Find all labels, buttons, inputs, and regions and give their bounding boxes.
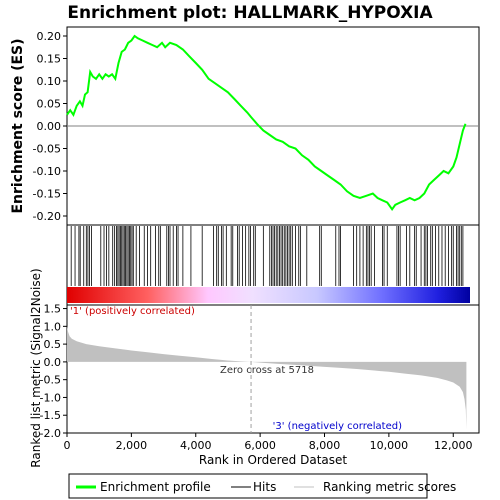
- x-ticks: 0 2,000 4,000 6,000 8,000 10,000 12,000: [64, 433, 473, 452]
- metric-y-tick-label: 1.5: [44, 303, 62, 316]
- es-y-tick-label: 0.20: [37, 30, 62, 43]
- x-tick-label: 6,000: [244, 439, 276, 452]
- metric-y-tick-label: 0.0: [44, 356, 62, 369]
- metric-y-tick-label: -2.0: [40, 427, 61, 440]
- hits-panel: [66, 224, 480, 306]
- x-tick-label: 0: [64, 439, 71, 452]
- metric-y-tick-label: 0.5: [44, 338, 62, 351]
- x-tick-label: 4,000: [180, 439, 212, 452]
- legend-enrichment-label: Enrichment profile: [100, 480, 211, 494]
- x-tick-label: 10,000: [370, 439, 409, 452]
- es-y-tick-label: -0.15: [33, 188, 61, 201]
- es-y-tick-label: 0.15: [37, 53, 62, 66]
- negative-correlation-label: '3' (negatively correlated): [273, 421, 402, 432]
- metric-y-axis-label: Ranked list metric (Signal2Noise): [29, 268, 43, 467]
- chart-title: Enrichment plot: HALLMARK_HYPOXIA: [67, 3, 433, 23]
- positive-correlation-label: '1' (positively correlated): [70, 306, 195, 317]
- legend-hits-label: Hits: [253, 480, 276, 494]
- es-y-tick-label: 0.00: [37, 120, 62, 133]
- es-y-tick-label: -0.10: [33, 165, 61, 178]
- legend-frame: [68, 473, 428, 499]
- es-y-tick-label: -0.20: [33, 210, 61, 223]
- metric-panel: 1.5 1.0 0.5 0.0 -0.5 -1.0 -1.5 -2.0 '1' (positi…: [29, 268, 480, 468]
- x-tick-label: 2,000: [116, 439, 148, 452]
- es-y-tick-label: 0.10: [37, 75, 62, 88]
- legend: Enrichment profile Hits Ranking metric s…: [68, 473, 456, 499]
- x-tick-label: 8,000: [309, 439, 341, 452]
- metric-y-tick-label: -1.5: [40, 409, 61, 422]
- es-y-ticks: 0.20 0.15 0.10 0.05 0.00 -0.05 -0.10 -0.15 -0.20: [33, 30, 67, 223]
- es-panel: 0.20 0.15 0.10 0.05 0.00 -0.05 -0.10 -0.15 -0.20…: [10, 26, 480, 226]
- zero-cross-label: Zero cross at 5718: [220, 365, 314, 376]
- x-tick-label: 12,000: [434, 439, 473, 452]
- metric-y-tick-label: 1.0: [44, 320, 62, 333]
- hit-markers: [70, 226, 464, 286]
- ranked-heatmap-bar: [67, 287, 470, 303]
- es-y-axis-label: Enrichment score (ES): [10, 38, 26, 213]
- es-y-tick-label: -0.05: [33, 143, 61, 156]
- enrichment-profile-line: [66, 34, 467, 212]
- es-y-tick-label: 0.05: [37, 98, 62, 111]
- metric-y-tick-label: -0.5: [40, 374, 61, 387]
- legend-metric-label: Ranking metric scores: [323, 480, 456, 494]
- metric-y-tick-label: -1.0: [40, 391, 61, 404]
- metric-y-ticks: 1.5 1.0 0.5 0.0 -0.5 -1.0 -1.5 -2.0: [40, 303, 67, 440]
- x-axis-label: Rank in Ordered Dataset: [199, 453, 347, 467]
